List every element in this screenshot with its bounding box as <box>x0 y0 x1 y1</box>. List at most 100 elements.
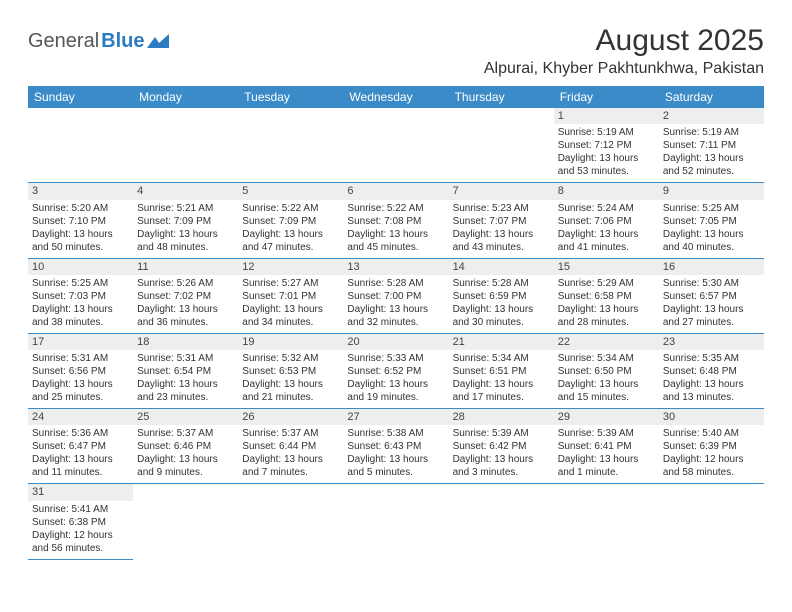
day-number: 7 <box>449 183 554 199</box>
calendar-week: 24Sunrise: 5:36 AMSunset: 6:47 PMDayligh… <box>28 409 764 484</box>
calendar-cell <box>659 484 764 559</box>
cell-line: Sunset: 6:38 PM <box>32 516 129 529</box>
calendar-cell: 18Sunrise: 5:31 AMSunset: 6:54 PMDayligh… <box>133 333 238 408</box>
month-title: August 2025 <box>484 24 764 58</box>
calendar-cell: 17Sunrise: 5:31 AMSunset: 6:56 PMDayligh… <box>28 333 133 408</box>
cell-line: and 38 minutes. <box>32 316 129 329</box>
day-number: 26 <box>238 409 343 425</box>
cell-line: Daylight: 13 hours <box>663 228 760 241</box>
cell-line: Sunrise: 5:28 AM <box>453 277 550 290</box>
cell-line: and 21 minutes. <box>242 391 339 404</box>
day-number: 5 <box>238 183 343 199</box>
cell-line: Daylight: 13 hours <box>453 228 550 241</box>
cell-line: and 56 minutes. <box>32 542 129 555</box>
cell-line: Sunset: 6:53 PM <box>242 365 339 378</box>
cell-line: Sunset: 6:51 PM <box>453 365 550 378</box>
calendar-cell: 28Sunrise: 5:39 AMSunset: 6:42 PMDayligh… <box>449 409 554 484</box>
calendar-cell <box>343 108 448 183</box>
calendar-cell: 15Sunrise: 5:29 AMSunset: 6:58 PMDayligh… <box>554 258 659 333</box>
cell-line: Daylight: 13 hours <box>347 228 444 241</box>
calendar-cell: 30Sunrise: 5:40 AMSunset: 6:39 PMDayligh… <box>659 409 764 484</box>
cell-line: Sunset: 7:05 PM <box>663 215 760 228</box>
day-number: 8 <box>554 183 659 199</box>
cell-line: Daylight: 13 hours <box>558 303 655 316</box>
cell-line: Sunrise: 5:27 AM <box>242 277 339 290</box>
cell-line: Daylight: 13 hours <box>347 303 444 316</box>
day-number: 17 <box>28 334 133 350</box>
cell-line: Daylight: 13 hours <box>453 303 550 316</box>
cell-line: Daylight: 13 hours <box>347 378 444 391</box>
calendar-cell <box>449 484 554 559</box>
day-header: Saturday <box>659 86 764 108</box>
cell-line: Sunrise: 5:32 AM <box>242 352 339 365</box>
calendar-cell: 9Sunrise: 5:25 AMSunset: 7:05 PMDaylight… <box>659 183 764 258</box>
cell-line: Daylight: 13 hours <box>453 378 550 391</box>
day-number: 24 <box>28 409 133 425</box>
cell-line: and 58 minutes. <box>663 466 760 479</box>
cell-line: Daylight: 13 hours <box>32 303 129 316</box>
cell-line: Sunset: 6:58 PM <box>558 290 655 303</box>
cell-line: and 1 minute. <box>558 466 655 479</box>
calendar-cell: 10Sunrise: 5:25 AMSunset: 7:03 PMDayligh… <box>28 258 133 333</box>
calendar-cell <box>554 484 659 559</box>
cell-line: and 25 minutes. <box>32 391 129 404</box>
cell-line: Daylight: 13 hours <box>558 453 655 466</box>
day-number: 9 <box>659 183 764 199</box>
day-number: 21 <box>449 334 554 350</box>
cell-line: and 52 minutes. <box>663 165 760 178</box>
day-number: 6 <box>343 183 448 199</box>
cell-line: Sunset: 7:00 PM <box>347 290 444 303</box>
day-header: Sunday <box>28 86 133 108</box>
cell-line: Daylight: 13 hours <box>558 378 655 391</box>
cell-line: Sunrise: 5:37 AM <box>242 427 339 440</box>
cell-line: and 17 minutes. <box>453 391 550 404</box>
cell-line: Daylight: 13 hours <box>663 303 760 316</box>
day-number: 16 <box>659 259 764 275</box>
calendar-cell: 21Sunrise: 5:34 AMSunset: 6:51 PMDayligh… <box>449 333 554 408</box>
cell-line: and 48 minutes. <box>137 241 234 254</box>
cell-line: and 53 minutes. <box>558 165 655 178</box>
calendar-cell: 20Sunrise: 5:33 AMSunset: 6:52 PMDayligh… <box>343 333 448 408</box>
cell-line: Daylight: 13 hours <box>558 228 655 241</box>
calendar-cell: 16 Sunrise: 5:30 AMSunset: 6:57 PMDayligh… <box>659 258 764 333</box>
calendar-cell: 26Sunrise: 5:37 AMSunset: 6:44 PMDayligh… <box>238 409 343 484</box>
cell-line: and 40 minutes. <box>663 241 760 254</box>
cell-line: Daylight: 13 hours <box>242 378 339 391</box>
cell-line: Sunset: 6:42 PM <box>453 440 550 453</box>
cell-line: Daylight: 13 hours <box>242 453 339 466</box>
day-number: 2 <box>659 108 764 124</box>
calendar-page: General Blue August 2025 Alpurai, Khyber… <box>0 0 792 584</box>
cell-line: Daylight: 12 hours <box>663 453 760 466</box>
cell-line: and 50 minutes. <box>32 241 129 254</box>
logo-text-general: General <box>28 30 99 53</box>
cell-line: Sunrise: 5:19 AM <box>663 126 760 139</box>
cell-line: Sunset: 7:10 PM <box>32 215 129 228</box>
cell-line: Sunset: 6:46 PM <box>137 440 234 453</box>
day-number: 23 <box>659 334 764 350</box>
cell-line: Sunset: 6:57 PM <box>663 290 760 303</box>
day-number: 10 <box>28 259 133 275</box>
cell-line: and 43 minutes. <box>453 241 550 254</box>
day-number: 14 <box>449 259 554 275</box>
cell-line: and 28 minutes. <box>558 316 655 329</box>
cell-line: Sunrise: 5:30 AM <box>663 277 760 290</box>
calendar-week: 1Sunrise: 5:19 AMSunset: 7:12 PMDaylight… <box>28 108 764 183</box>
day-number: 1 <box>554 108 659 124</box>
day-number: 4 <box>133 183 238 199</box>
calendar-cell <box>238 108 343 183</box>
calendar-cell: 8Sunrise: 5:24 AMSunset: 7:06 PMDaylight… <box>554 183 659 258</box>
cell-line: Daylight: 13 hours <box>558 152 655 165</box>
day-header: Thursday <box>449 86 554 108</box>
day-header: Tuesday <box>238 86 343 108</box>
title-block: August 2025 Alpurai, Khyber Pakhtunkhwa,… <box>484 24 764 78</box>
day-number: 27 <box>343 409 448 425</box>
calendar-week: 17Sunrise: 5:31 AMSunset: 6:56 PMDayligh… <box>28 333 764 408</box>
cell-line: Daylight: 13 hours <box>242 228 339 241</box>
cell-line: Daylight: 13 hours <box>32 228 129 241</box>
cell-line: and 41 minutes. <box>558 241 655 254</box>
day-number: 12 <box>238 259 343 275</box>
cell-line: Sunrise: 5:26 AM <box>137 277 234 290</box>
logo-text-blue: Blue <box>101 30 144 53</box>
cell-line: Sunset: 7:01 PM <box>242 290 339 303</box>
cell-line: Daylight: 13 hours <box>663 378 760 391</box>
